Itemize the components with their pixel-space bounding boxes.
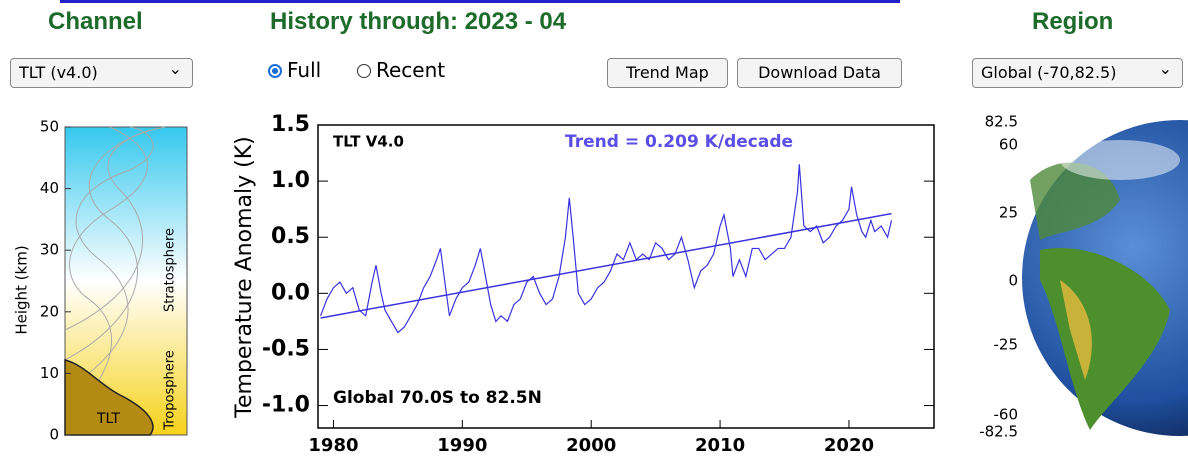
channel-panel: TLT Stratosphere Troposphere Height (km)	[13, 126, 188, 436]
tlt-weighting	[64, 359, 154, 436]
y-tick-label: 0	[49, 426, 59, 444]
channel-heading: Channel	[48, 8, 143, 35]
radio-full[interactable]: Full	[268, 58, 321, 82]
y-tick-label: 50	[40, 118, 59, 136]
x-tick-label: 1980	[308, 435, 358, 456]
y-tick-label: 10	[40, 364, 59, 382]
height-axis-title: Height (km)	[13, 245, 31, 334]
plot-frame	[317, 124, 935, 429]
weighting-label: TLT	[96, 411, 120, 427]
y-tick-label: 30	[40, 241, 59, 259]
troposphere-label: Troposphere	[163, 350, 178, 431]
trend-annotation: Trend = 0.209 K/decade	[565, 132, 793, 152]
y-tick-label: 0.0	[271, 280, 310, 305]
y-tick-label: 40	[40, 179, 59, 197]
y-axis-title: Temperature Anomaly (K)	[232, 136, 257, 418]
region-annotation: Global 70.0S to 82.5N	[333, 388, 542, 408]
anomaly-line	[320, 164, 893, 334]
history-heading: History through: 2023 - 04	[270, 8, 567, 35]
region-heading: Region	[1032, 8, 1114, 35]
lat-label: -82.5	[979, 423, 1018, 441]
radio-label: Recent	[376, 58, 446, 82]
x-tick-label: 1990	[437, 435, 487, 456]
trend-line	[320, 212, 892, 319]
y-tick-label: 1.5	[271, 112, 310, 137]
trend-map-button[interactable]: Trend Map	[607, 58, 728, 88]
weighting-curves	[64, 126, 166, 421]
region-select[interactable]: Global (-70,82.5)	[972, 55, 1183, 88]
download-button[interactable]: Download Data	[737, 58, 902, 88]
lat-label: 60	[999, 136, 1018, 154]
globe	[1022, 120, 1188, 436]
y-tick-label: 20	[40, 302, 59, 320]
x-tick-label: 2000	[566, 435, 616, 456]
channel-annotation: TLT V4.0	[333, 133, 404, 151]
lat-label: 25	[999, 204, 1018, 222]
y-tick-label: -1.0	[262, 393, 310, 418]
radio-recent[interactable]: Recent	[357, 58, 445, 82]
y-tick-label: 0.5	[271, 224, 310, 249]
stratosphere-label: Stratosphere	[163, 228, 178, 312]
lat-label: -25	[994, 336, 1019, 354]
x-tick-label: 2010	[695, 435, 745, 456]
radio-label: Full	[287, 58, 322, 82]
lat-label: -60	[994, 406, 1019, 424]
y-tick-label: -0.5	[262, 336, 310, 361]
x-tick-label: 2020	[824, 435, 874, 456]
channel-select[interactable]: TLT (v4.0)	[10, 55, 193, 88]
y-tick-label: 1.0	[271, 168, 310, 193]
lat-label: 82.5	[985, 113, 1018, 131]
lat-label: 0	[1008, 272, 1018, 290]
link-underline	[60, 0, 900, 3]
